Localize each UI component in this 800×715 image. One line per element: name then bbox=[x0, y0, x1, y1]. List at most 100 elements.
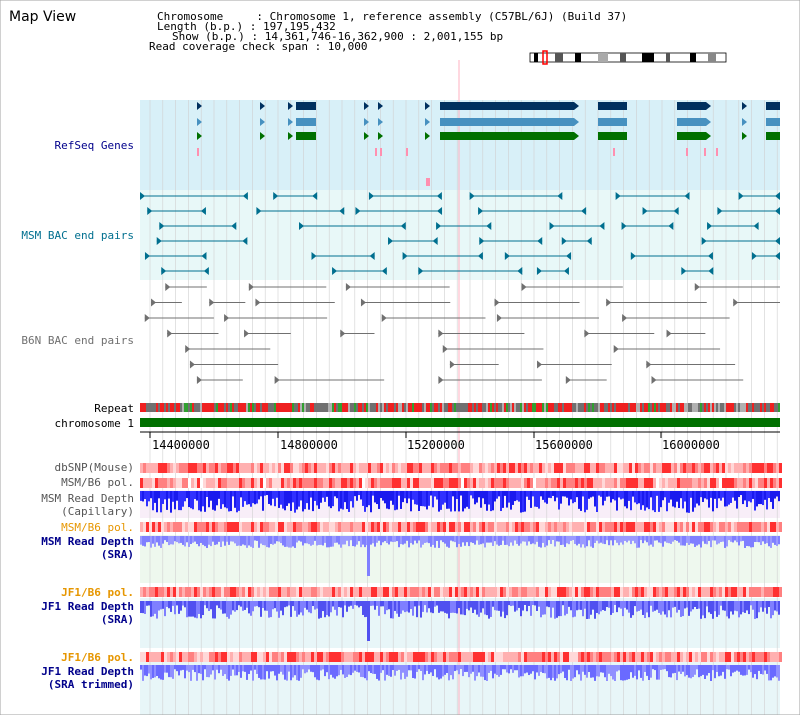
depth-bar bbox=[756, 536, 758, 542]
bac-end bbox=[299, 222, 305, 230]
repeat-segment bbox=[492, 403, 494, 412]
depth-bar bbox=[524, 536, 526, 542]
msm-depth-sra-label[interactable]: MSM Read Depth bbox=[41, 535, 134, 548]
heat-cell bbox=[563, 587, 566, 597]
depth-bar bbox=[304, 536, 306, 544]
heat-cell bbox=[173, 652, 176, 662]
heat-cell bbox=[152, 463, 155, 473]
jf1-b6-pol-2-label[interactable]: JF1/B6 pol. bbox=[61, 651, 134, 664]
heat-cell bbox=[272, 463, 275, 473]
gene-arrow bbox=[574, 118, 579, 126]
heat-cell bbox=[287, 522, 290, 532]
heat-cell bbox=[743, 522, 746, 532]
heat-cell bbox=[236, 478, 239, 488]
bac-end bbox=[242, 192, 248, 200]
depth-bar bbox=[644, 665, 646, 672]
depth-bar bbox=[176, 536, 178, 543]
heat-cell bbox=[518, 478, 521, 488]
jf1-depth-sra-label[interactable]: JF1 Read Depth bbox=[41, 600, 134, 613]
ideogram-band bbox=[534, 53, 538, 62]
depth-bar bbox=[506, 536, 508, 545]
repeat-segment bbox=[394, 403, 396, 412]
dbsnp-label[interactable]: dbSNP(Mouse) bbox=[54, 461, 134, 474]
heat-cell bbox=[695, 587, 698, 597]
heat-cell bbox=[548, 522, 551, 532]
depth-bar bbox=[156, 665, 158, 677]
depth-bar bbox=[312, 536, 314, 545]
heat-cell bbox=[749, 587, 752, 597]
heat-cell bbox=[479, 463, 482, 473]
jf1-b6-pol-label[interactable]: JF1/B6 pol. bbox=[61, 586, 134, 599]
msm-b6-pol-2-label[interactable]: MSM/B6 pol. bbox=[61, 521, 134, 534]
depth-spike bbox=[367, 601, 370, 641]
gene-feature bbox=[598, 102, 627, 110]
depth-bar bbox=[440, 491, 442, 510]
heat-cell bbox=[719, 652, 722, 662]
depth-bar bbox=[308, 601, 310, 613]
heat-cell bbox=[629, 463, 632, 473]
heat-cell bbox=[239, 587, 242, 597]
heat-cell bbox=[470, 522, 473, 532]
depth-bar bbox=[148, 665, 150, 674]
depth-bar bbox=[448, 601, 450, 619]
repeat-segment bbox=[432, 403, 434, 412]
heat-cell bbox=[572, 478, 575, 488]
heat-cell bbox=[317, 463, 320, 473]
depth-bar bbox=[708, 601, 710, 613]
heat-cell bbox=[671, 478, 674, 488]
depth-bar bbox=[532, 601, 534, 606]
msm-depth-capillary-sublabel: (Capillary) bbox=[61, 505, 134, 518]
b6n-bac-label[interactable]: B6N BAC end pairs bbox=[21, 334, 134, 347]
heat-cell bbox=[401, 463, 404, 473]
heat-cell bbox=[356, 652, 359, 662]
depth-bar bbox=[394, 536, 396, 542]
jf1-depth-trimmed-label[interactable]: JF1 Read Depth bbox=[41, 665, 134, 678]
heat-cell bbox=[197, 587, 200, 597]
depth-bar bbox=[170, 601, 172, 612]
depth-bar bbox=[702, 665, 704, 675]
heat-cell bbox=[365, 478, 368, 488]
heat-cell bbox=[569, 478, 572, 488]
heat-cell bbox=[206, 652, 209, 662]
heat-cell bbox=[347, 587, 350, 597]
heat-cell bbox=[353, 587, 356, 597]
bac-end bbox=[537, 237, 543, 245]
repeat-segment bbox=[774, 403, 776, 412]
heat-cell bbox=[278, 652, 281, 662]
repeat-segment bbox=[278, 403, 280, 412]
heat-cell bbox=[725, 652, 728, 662]
depth-bar bbox=[542, 601, 544, 615]
depth-bar bbox=[660, 536, 662, 544]
depth-bar bbox=[340, 491, 342, 509]
depth-bar bbox=[212, 536, 214, 542]
depth-bar bbox=[672, 665, 674, 674]
heat-cell bbox=[695, 478, 698, 488]
heat-cell bbox=[626, 587, 629, 597]
heat-cell bbox=[263, 652, 266, 662]
heat-cell bbox=[626, 478, 629, 488]
depth-bar bbox=[316, 601, 318, 609]
depth-bar bbox=[720, 536, 722, 542]
depth-bar bbox=[742, 665, 744, 676]
msm-depth-capillary-label[interactable]: MSM Read Depth bbox=[41, 492, 134, 505]
msm-bac-label[interactable]: MSM BAC end pairs bbox=[21, 229, 134, 242]
repeat-segment bbox=[620, 403, 622, 412]
depth-bar bbox=[494, 536, 496, 542]
bac-end bbox=[167, 329, 173, 338]
bac-end bbox=[231, 222, 237, 230]
repeat-segment bbox=[368, 403, 370, 412]
repeat-segment bbox=[512, 403, 514, 412]
msm-b6-pol-label[interactable]: MSM/B6 pol. bbox=[61, 476, 134, 489]
depth-bar bbox=[774, 601, 776, 611]
heat-cell bbox=[404, 522, 407, 532]
heat-cell bbox=[152, 522, 155, 532]
refseq-genes-label[interactable]: RefSeq Genes bbox=[54, 139, 134, 152]
bac-end bbox=[517, 267, 523, 275]
heat-cell bbox=[608, 652, 611, 662]
heat-cell bbox=[776, 463, 779, 473]
repeat-segment bbox=[412, 403, 414, 412]
heat-cell bbox=[383, 463, 386, 473]
depth-bar bbox=[692, 536, 694, 544]
depth-bar bbox=[488, 665, 490, 673]
heat-cell bbox=[737, 478, 740, 488]
